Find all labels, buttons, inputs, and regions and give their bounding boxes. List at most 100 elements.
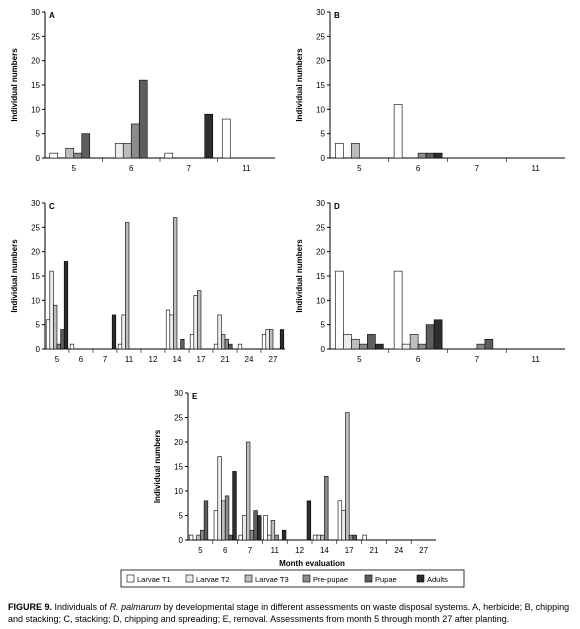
y-tick-label: 15 [31,81,40,90]
bar [69,343,75,350]
bar [359,343,368,350]
x-tick-label: 7 [475,164,480,173]
y-tick-label: 15 [316,81,325,90]
bar [232,471,237,541]
bar [224,495,230,541]
bar [221,500,226,541]
bar [433,152,443,159]
x-tick-label: 6 [416,164,421,173]
y-axis-label: Individual numbers [295,239,304,313]
y-tick-label: 15 [31,272,40,281]
y-tick-label: 20 [174,438,183,447]
y-tick-label: 0 [179,536,184,545]
legend-label: Larvae T3 [255,575,289,584]
y-tick-label: 30 [31,199,40,208]
bar [245,441,251,541]
x-tick-label: 12 [149,355,158,364]
y-tick-label: 5 [36,130,41,139]
bar [125,222,130,350]
x-tick-label: 21 [370,546,379,555]
legend-label: Pre-pupae [313,575,348,584]
x-tick-label: 21 [221,355,230,364]
y-tick-label: 30 [316,199,325,208]
bar [117,343,123,350]
y-tick-label: 10 [174,487,183,496]
panel-letter: A [49,11,55,20]
y-tick-label: 10 [31,296,40,305]
y-tick-label: 20 [316,57,325,66]
x-tick-label: 5 [357,164,362,173]
bar [263,515,268,541]
bar [281,529,287,541]
bar [73,152,83,159]
legend-label: Larvae T1 [137,575,171,584]
bar [224,338,229,350]
x-tick-label: 27 [269,355,278,364]
y-axis-label: Individual numbers [295,48,304,122]
x-tick-label: 5 [55,355,60,364]
panel-c: 0 5 10 15 20 25 30 Individual numbers C 5 6 7 11 12 14… [10,199,285,364]
legend-swatch [364,574,373,583]
bar [375,343,384,350]
bar [335,270,344,350]
y-tick-label: 5 [179,512,184,521]
bar [213,510,219,541]
bar [306,500,312,541]
bar [265,329,270,350]
bar [274,534,279,541]
bar [351,143,360,159]
x-tick-label: 17 [345,546,354,555]
legend-swatch [244,574,253,583]
y-tick-label: 25 [31,223,40,232]
panel-a: 0 5 10 15 20 25 30 Individual numbers A 5 6 7 11 [10,8,275,173]
bar [203,500,209,541]
y-tick-label: 10 [31,105,40,114]
bar [217,314,222,350]
bar [341,510,346,541]
bar [348,534,354,541]
bar [417,152,427,159]
bar [65,147,75,159]
y-tick-label: 5 [321,321,326,330]
y-tick-label: 25 [174,414,183,423]
bar [204,113,214,159]
figure-canvas: 0 5 10 15 20 25 30 Individual numbers A 5 6 7 11 0 5 10… [10,8,565,588]
x-tick-label: 6 [416,355,421,364]
x-tick-label: 12 [295,546,304,555]
bar [433,319,443,350]
bar [484,338,494,350]
x-tick-label: 7 [248,546,253,555]
bar [279,329,285,350]
bar [169,314,174,350]
bar [217,456,222,541]
bar [189,334,195,350]
bar [352,534,357,541]
bar [121,314,126,350]
bar [221,334,226,350]
y-tick-label: 5 [36,321,41,330]
legend-swatch [185,574,194,583]
legend-label: Pupae [375,575,397,584]
x-tick-label: 5 [72,164,77,173]
bar [393,270,403,350]
bar [165,309,171,350]
y-tick-label: 25 [316,223,325,232]
bar [320,534,325,541]
legend-box [120,569,465,588]
caption-part-3: by developmental stage in different asse… [8,602,570,624]
bar [261,334,267,350]
bar [312,534,318,541]
bar [49,152,59,159]
bar [173,217,178,350]
y-tick-label: 0 [321,345,326,354]
legend-swatch [302,574,311,583]
caption-label: FIGURE 9. [8,602,53,612]
bar [228,534,233,541]
y-tick-label: 20 [31,248,40,257]
bar [188,534,194,541]
y-tick-label: 20 [316,248,325,257]
legend-label: Larvae T2 [196,575,230,584]
y-tick-label: 25 [31,32,40,41]
bar [200,529,205,541]
x-tick-label: 17 [197,355,206,364]
